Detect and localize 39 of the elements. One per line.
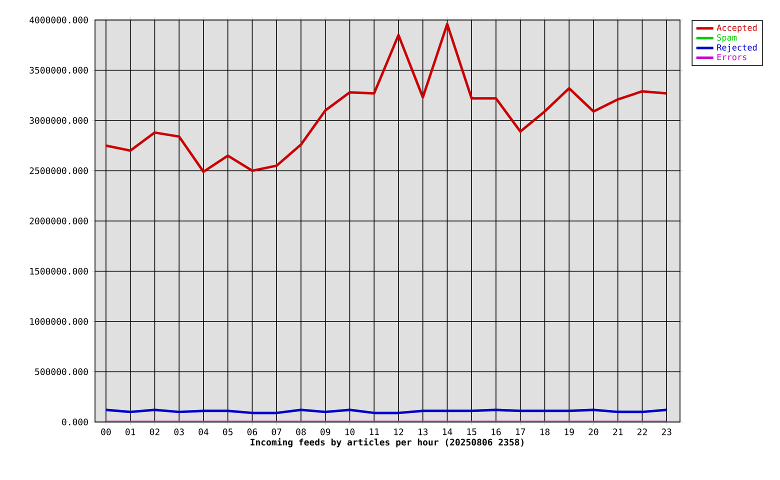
y-tick-label: 500000.000 [35,368,88,376]
x-tick-label: 19 [564,428,574,436]
x-tick-label: 03 [174,428,184,436]
y-tick-label: 3000000.000 [30,117,88,124]
x-tick-label: 15 [467,428,476,436]
y-tick-label: 3500000.000 [30,66,88,74]
x-tick-label: 11 [370,428,379,436]
x-tick-label: 14 [442,428,452,436]
x-tick-label: 06 [247,428,258,436]
y-tick-label: 2500000.000 [30,167,88,174]
legend-label: Spam [717,34,737,42]
x-tick-label: 22 [638,428,647,436]
y-tick-label: 2000000.000 [30,218,88,224]
legend-label: Errors [717,54,746,60]
line-series [104,22,668,173]
x-tick-label: 21 [613,428,623,436]
x-tick-label: 07 [272,428,282,436]
y-tick-label: 0.000 [62,418,88,426]
y-tick-label: 1000000.000 [30,318,88,325]
x-tick-label: 18 [540,428,550,436]
x-tick-label: 20 [588,428,598,436]
x-tick-label: 02 [150,428,160,436]
x-tick-label: 16 [492,428,501,436]
x-tick-label: 05 [223,428,233,436]
y-tick-label: 4000000.000 [30,16,88,24]
x-tick-label: 09 [320,428,330,436]
y-tick-label: 1500000.000 [30,268,88,275]
x-tick-label: 01 [126,428,136,436]
x-tick-label: 00 [101,428,111,436]
legend-label: Accepted [716,24,757,33]
x-tick-label: 13 [418,428,428,436]
x-axis-title: Incoming feeds by articles per hour (20250806 2358) [250,438,524,448]
legend-label: Rejected [717,44,757,52]
x-tick-label: 10 [345,428,355,436]
x-tick-label: 04 [198,428,208,436]
x-tick-label: 12 [394,428,404,436]
x-tick-label: 23 [662,428,672,436]
x-tick-label: 17 [516,428,526,436]
x-tick-label: 08 [296,428,306,436]
